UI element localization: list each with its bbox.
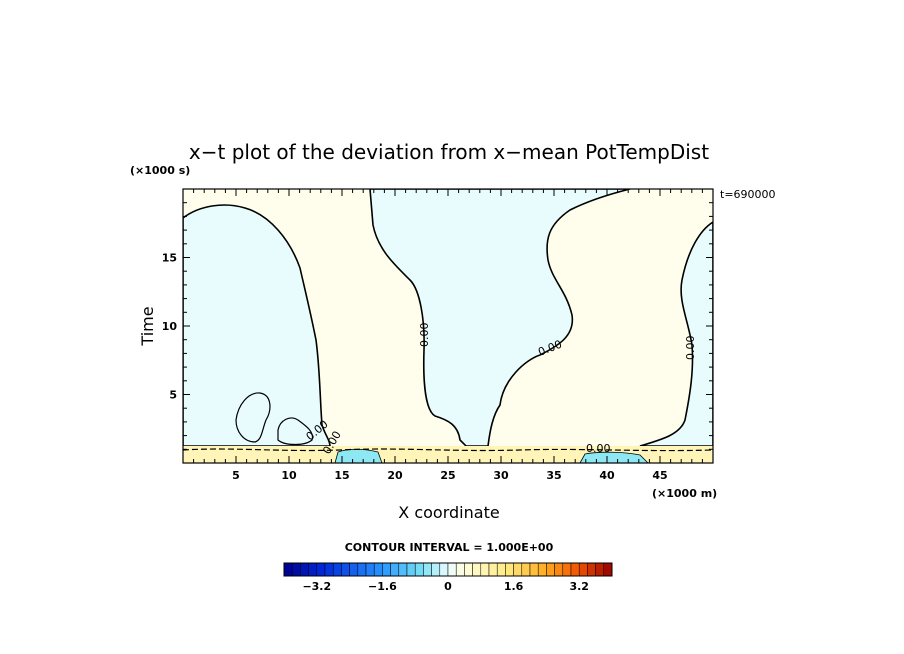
colorbar-cell (283, 562, 293, 577)
colorbar-cell (291, 562, 301, 577)
colorbar-cell (382, 562, 391, 577)
colorbar-cell (521, 562, 531, 577)
y-tick-label: 15 (162, 252, 177, 265)
x-axis-ticks: 5 10 15 20 25 30 35 40 45 (193, 189, 703, 482)
negative-region-right (639, 221, 713, 447)
colorbar-cell (562, 562, 572, 577)
colorbar-ticks: −3.2 −1.6 0 1.6 3.2 (302, 580, 589, 593)
colorbar-cell (431, 562, 441, 577)
colorbar-cell (472, 562, 482, 577)
colorbar-tick-label: 1.6 (504, 580, 524, 593)
colorbar-cell (587, 562, 596, 577)
colorbar-cell (390, 562, 400, 577)
y-axis-label: Time (138, 306, 157, 346)
colorbar-cell (447, 562, 457, 577)
colorbar-cell (595, 562, 605, 577)
y-unit-label: (×1000 s) (130, 164, 190, 177)
colorbar-cell (603, 562, 613, 577)
colorbar-cell (496, 562, 506, 577)
colorbar-cell (505, 562, 514, 577)
colorbar-cell (423, 562, 432, 577)
bottom-negative-band-2 (579, 451, 649, 463)
x-tick-label: 25 (440, 469, 455, 482)
colorbar-cell (398, 562, 408, 577)
negative-blob-1 (235, 392, 271, 443)
colorbar-tick-label: 3.2 (569, 580, 589, 593)
colorbar-tick-label: −3.2 (302, 580, 331, 593)
bottom-positive-band (183, 446, 713, 463)
y-axis-ticks: 5 10 15 (162, 202, 713, 450)
colorbar-cell (414, 562, 424, 577)
colorbar-cell (332, 562, 342, 577)
colorbar-cell (300, 562, 309, 577)
colorbar-cell (373, 562, 383, 577)
bottom-contour-line (183, 448, 713, 452)
negative-region-center (369, 189, 631, 447)
colorbar-cell (455, 562, 465, 577)
x-tick-label: 10 (281, 469, 297, 482)
contour-interval-label: CONTOUR INTERVAL = 1.000E+00 (345, 541, 554, 554)
colorbar-frame (283, 562, 613, 577)
x-tick-label: 15 (334, 469, 349, 482)
colorbar (283, 562, 613, 577)
colorbar-cell (537, 562, 547, 577)
colorbar-cell (529, 562, 539, 577)
colorbar-cell (570, 562, 580, 577)
colorbar-cell (365, 562, 375, 577)
negative-blob-2 (277, 417, 314, 446)
y-tick-label: 5 (169, 389, 177, 402)
colorbar-cell (554, 562, 564, 577)
colorbar-cell (439, 562, 449, 577)
x-tick-label: 30 (493, 469, 509, 482)
colorbar-cell (349, 562, 359, 577)
x-tick-label: 35 (546, 469, 561, 482)
colorbar-cell (464, 562, 473, 577)
colorbar-cell (308, 562, 318, 577)
colorbar-cell (316, 562, 326, 577)
x-unit-label: (×1000 m) (652, 487, 717, 500)
contour-label-5: 0.00 (586, 442, 611, 455)
colorbar-cell (480, 562, 490, 577)
x-tick-label: 20 (387, 469, 403, 482)
y-tick-label: 10 (162, 320, 178, 333)
contour-label-3: 0.00 (684, 336, 697, 361)
colorbar-cell (357, 562, 367, 577)
contour-label-1: 0.00 (418, 323, 431, 348)
x-tick-label: 40 (599, 469, 615, 482)
colorbar-cell (341, 562, 350, 577)
x-tick-label: 5 (232, 469, 240, 482)
x-axis-label: X coordinate (398, 503, 499, 522)
colorbar-cell (578, 562, 588, 577)
colorbar-cell (324, 562, 334, 577)
negative-region-left (183, 204, 331, 447)
colorbar-cell (513, 562, 523, 577)
x-tick-label: 45 (652, 469, 667, 482)
colorbar-cell (546, 562, 555, 577)
colorbar-tick-label: 0 (444, 580, 452, 593)
time-annotation: t=690000 (720, 188, 776, 201)
colorbar-cell (488, 562, 498, 577)
chart-title: x−t plot of the deviation from x−mean Po… (189, 140, 709, 164)
colorbar-tick-label: −1.6 (368, 580, 397, 593)
colorbar-cell (406, 562, 416, 577)
